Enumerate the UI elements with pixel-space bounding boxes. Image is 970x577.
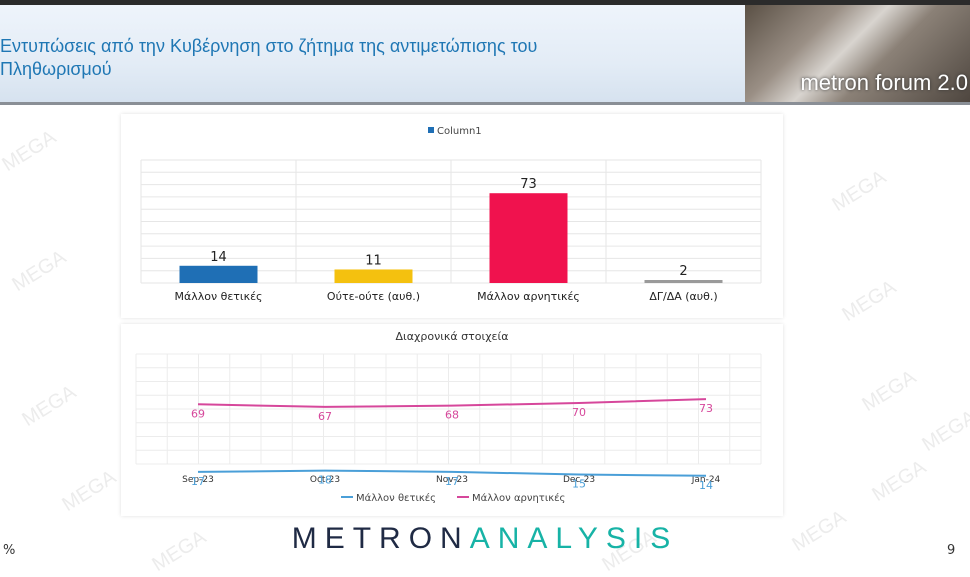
bar-value-label: 14 [210,250,227,265]
x-tick-label: Oct-23 [310,475,340,485]
metron-forum-logo: metron forum 2.0 [745,5,970,102]
category-label: Μάλλον θετικές [174,290,262,303]
data-label: 14 [699,479,713,492]
bar [644,280,723,283]
data-label: 67 [318,410,332,423]
slide-header: Εντυπώσεις από την Κυβέρνηση στο ζήτημα … [0,5,970,105]
mega-watermark: MEGA [868,456,930,507]
data-label: 68 [445,409,459,422]
bar-value-label: 2 [679,264,687,279]
logo-text: metron forum 2.0 [800,70,968,95]
data-label: 18 [318,474,332,487]
mega-watermark: MEGA [858,366,920,417]
data-label: 15 [572,478,586,491]
data-label: 73 [699,402,713,415]
legend-label: Μάλλον θετικές [356,492,436,504]
series-line [197,469,707,477]
top-bar [0,0,970,5]
page-number: 9 [947,543,956,558]
metron-analysis-brand: METRONANALYSIS [0,522,970,556]
series-line [197,398,707,408]
line-chart-panel: Διαχρονικά στοιχεία Sep-23 Oct-23 Nov-23 Dec… [121,324,783,516]
category-label: Ούτε-ούτε (αυθ.) [327,290,420,303]
data-label: 17 [191,475,205,488]
mega-watermark: MEGA [838,276,900,327]
legend-label: Column1 [437,126,482,137]
bar [179,265,258,283]
category-label: ΔΓ/ΔΑ (αυθ.) [649,290,717,303]
mega-watermark: MEGA [828,166,890,217]
bar-value-label: 73 [520,177,537,192]
bar-chart-panel: Column1 14 Μάλλον θετικές 11 Ούτε-ούτε (αυθ.… [121,114,783,318]
bar-value-label: 11 [365,253,382,268]
mega-watermark: MEGA [18,381,80,432]
mega-watermark: MEGA [8,246,70,297]
category-label: Μάλλον αρνητικές [477,290,580,303]
bar [489,193,568,283]
x-tick-label: Sep-23 [182,475,214,485]
footer-left-text: % [3,543,16,558]
x-tick-label: Dec-23 [563,475,595,485]
legend-swatch [428,127,434,133]
mega-watermark: MEGA [58,466,120,517]
slide-title: Εντυπώσεις από την Κυβέρνηση στο ζήτημα … [0,36,538,79]
mega-watermark: MEGA [918,406,970,457]
x-tick-label: Jan-24 [691,475,721,485]
line-chart: Διαχρονικά στοιχεία Sep-23 Oct-23 Nov-23 Dec… [135,330,762,504]
mega-watermark: MEGA [0,126,60,177]
data-label: 69 [191,407,205,420]
line-chart-title: Διαχρονικά στοιχεία [396,330,509,343]
brand-part-2: ANALYSIS [469,522,679,555]
data-label: 70 [572,406,586,419]
bar [334,269,413,283]
data-label: 17 [445,475,459,488]
brand-part-1: METRON [291,522,470,555]
legend-label: Μάλλον αρνητικές [472,492,565,504]
x-tick-label: Nov-23 [436,475,468,485]
bar-chart: Column1 14 Μάλλον θετικές 11 Ούτε-ούτε (αυθ.… [140,126,762,303]
